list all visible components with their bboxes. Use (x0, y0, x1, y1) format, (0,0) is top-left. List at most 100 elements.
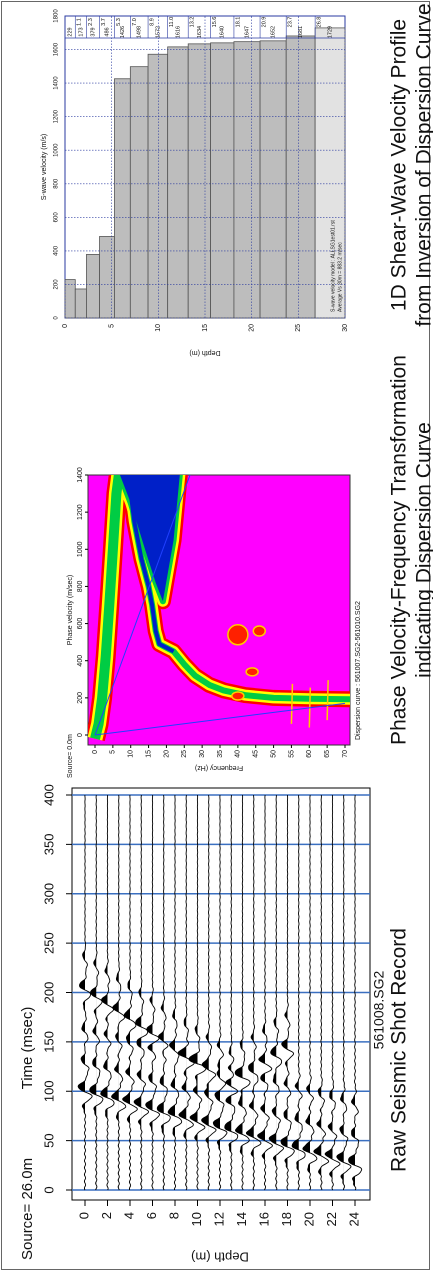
depth-label: 13.2 (190, 17, 196, 28)
data-label: 379 (90, 27, 96, 36)
y-tick-label: 25 (295, 324, 302, 332)
x-tick-label: 200 (41, 982, 56, 1004)
y-tick-label: 15 (145, 750, 152, 758)
trace-fill (224, 795, 232, 1190)
y-tick-label: 35 (217, 750, 224, 758)
y-tick-label: 65 (324, 750, 331, 758)
trace (268, 794, 285, 1191)
annotation: Average Vs 30m = 883.2 m/sec (337, 242, 343, 312)
bar (86, 254, 100, 319)
y-tick-label: 10 (189, 1212, 204, 1226)
bar (74, 288, 87, 319)
y-tick-label: 25 (181, 750, 188, 758)
axis-title: Time (msec) (19, 1007, 36, 1090)
x-tick-label: 1200 (54, 109, 60, 123)
x-tick-label: 350 (41, 834, 56, 856)
bar (187, 43, 211, 319)
x-tick-label: 800 (77, 580, 84, 592)
trace-fill (157, 795, 164, 1190)
x-tick-label: 300 (41, 883, 56, 905)
trace (89, 794, 104, 1191)
y-tick-label: 8 (166, 1212, 181, 1219)
caption: from Inversion of Dispersion Curve (413, 3, 433, 326)
bar (285, 35, 316, 319)
data-label: 1634 (197, 26, 203, 38)
dispersion-limit (94, 702, 346, 736)
depth-label: 15.6 (212, 17, 218, 28)
y-tick-label: 50 (270, 750, 277, 758)
y-tick-label: 20 (249, 324, 256, 332)
trace-fill (313, 795, 322, 1190)
y-tick-label: 55 (288, 750, 295, 758)
spectrum-image (88, 475, 350, 742)
spectrum-blob (231, 691, 245, 701)
y-tick-label: 10 (128, 750, 135, 758)
trace (111, 794, 127, 1191)
data-label: 1498 (137, 26, 143, 38)
depth-label: 23.7 (288, 17, 294, 28)
x-tick-label: 400 (54, 245, 60, 256)
trace-fill (189, 795, 198, 1190)
x-tick-label: 1000 (54, 143, 60, 157)
axis-title: Phase velocity (m/sec) (67, 575, 74, 645)
x-tick-label: 400 (41, 784, 56, 806)
trace (245, 795, 262, 1191)
depth-label: 1.1 (77, 18, 83, 26)
trace (336, 794, 352, 1191)
bar (233, 41, 261, 319)
depth-label: 7.0 (132, 18, 138, 26)
spectrum-streak (326, 680, 329, 721)
axis-title: S-wave velocity (m/s) (41, 134, 48, 201)
x-tick-label: 1800 (54, 9, 60, 23)
depth-label: 3.7 (101, 18, 107, 26)
y-tick-label: 10 (155, 324, 162, 332)
y-tick-label: 20 (163, 750, 170, 758)
spectrum-blob (227, 623, 249, 646)
y-tick-label: 22 (324, 1212, 339, 1226)
data-label: 1647 (244, 26, 250, 38)
x-tick-label: 0 (41, 1186, 56, 1193)
x-tick-label: 150 (41, 1031, 56, 1053)
x-tick-label: 250 (41, 932, 56, 954)
depth-label: 18.1 (235, 17, 241, 28)
x-tick-label: 400 (77, 655, 84, 667)
x-tick-label: 1200 (77, 504, 84, 520)
trace-fill (89, 795, 97, 1190)
data-label: 486 (104, 27, 110, 36)
bar (114, 78, 131, 319)
trace (302, 795, 318, 1191)
x-tick-label: 200 (77, 692, 84, 704)
depth-label: 5.3 (116, 18, 122, 26)
trace (291, 794, 306, 1191)
bar (167, 46, 189, 319)
y-tick-label: 30 (199, 750, 206, 758)
trace-fill (134, 795, 142, 1190)
x-tick-label: 1400 (77, 467, 84, 483)
data-label: 1681 (298, 26, 304, 38)
x-tick-label: 50 (41, 1133, 56, 1147)
trace (348, 795, 363, 1191)
depth-label: 11.0 (169, 17, 175, 27)
axis-title: Depth (m) (189, 349, 220, 356)
y-tick-label: 4 (121, 1212, 136, 1219)
trace (280, 794, 295, 1191)
trace (324, 795, 341, 1191)
bar (99, 236, 115, 319)
trace (77, 795, 93, 1191)
depth-label: 26.8 (317, 17, 323, 28)
x-tick-label: 600 (77, 618, 84, 630)
source-label: Source= 0.0m (67, 734, 74, 778)
x-tick-label: 100 (41, 1080, 56, 1102)
x-tick-label: 0 (54, 316, 60, 320)
annotation: S-wave velocity model : ALLSG1est01.rst (330, 220, 336, 312)
trace-fill (100, 795, 108, 1190)
y-tick-label: 70 (342, 750, 349, 758)
plot-frame (71, 787, 371, 1201)
trace (145, 795, 160, 1191)
y-tick-label: 24 (346, 1212, 361, 1226)
x-tick-label: 1600 (54, 42, 60, 56)
bar (64, 279, 76, 319)
depth-label: 20.9 (262, 17, 268, 28)
